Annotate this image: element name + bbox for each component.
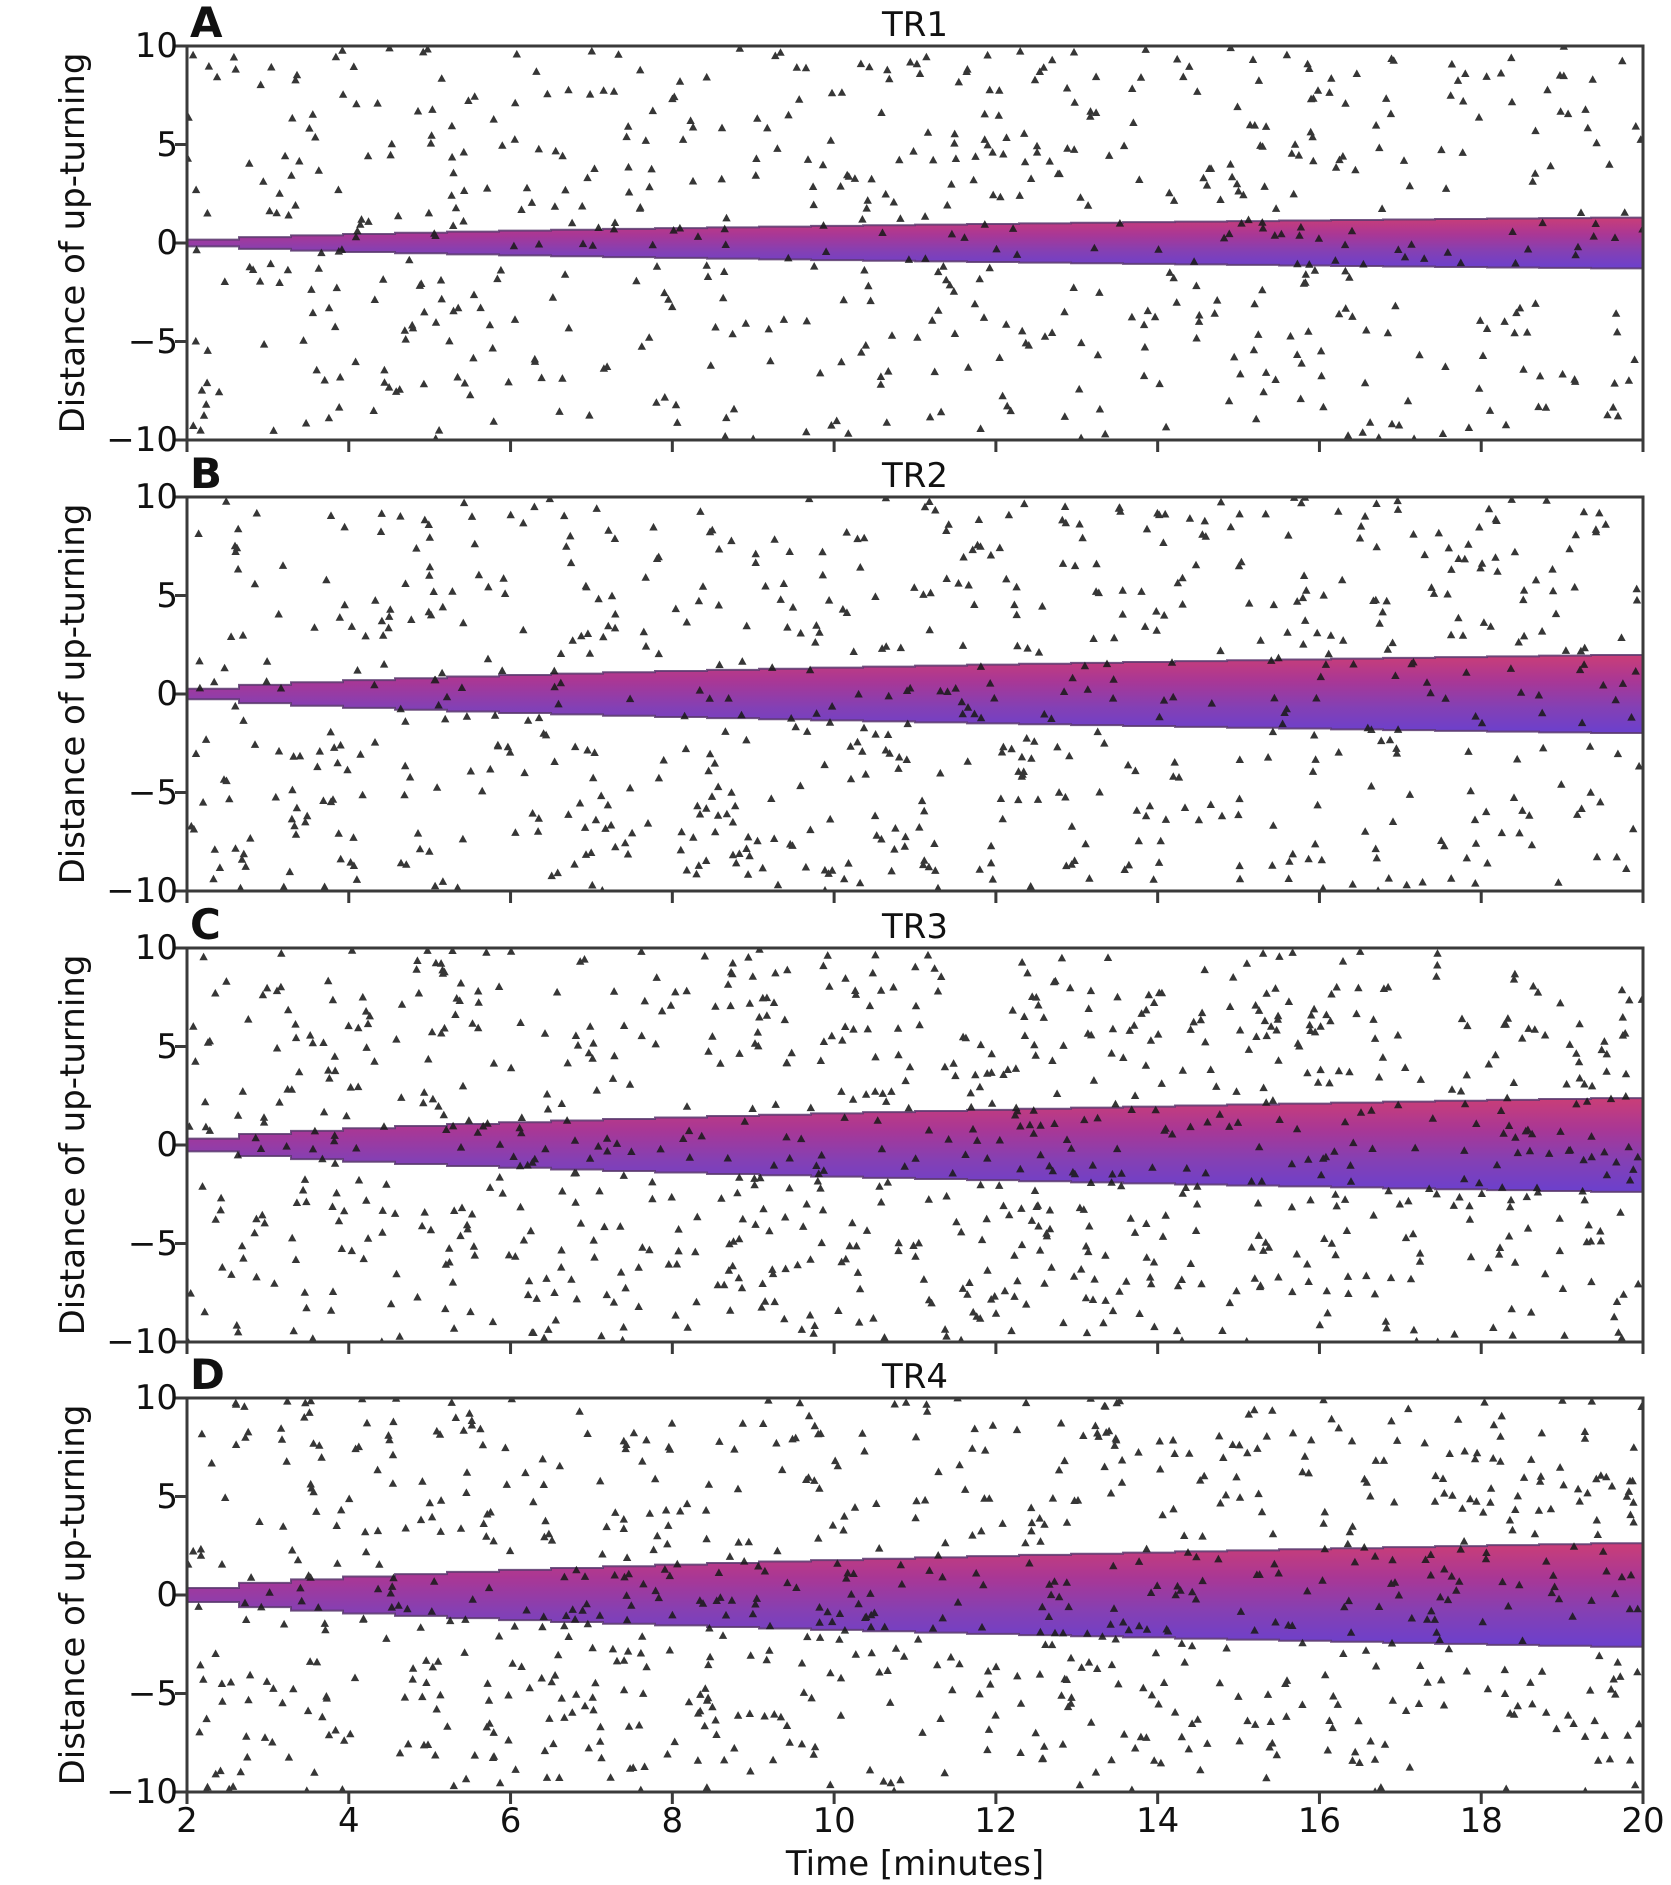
y-axis-label-c: Distance of up-turning [53, 954, 93, 1336]
x-tick-label: 16 [1297, 1801, 1342, 1841]
y-tick-label: 5 [156, 1476, 178, 1517]
y-axis-label-d: Distance of up-turning [53, 1404, 93, 1786]
x-tick-label: 8 [661, 1801, 684, 1841]
x-tick-label: 2 [176, 1801, 198, 1841]
y-tick-label: 5 [156, 1026, 178, 1067]
y-tick-label: −10 [106, 420, 178, 460]
x-tick-label: 14 [1136, 1801, 1180, 1841]
y-tick-label: −10 [106, 1772, 178, 1812]
y-tick-label: −5 [127, 321, 178, 362]
x-tick-label: 18 [1459, 1801, 1503, 1841]
y-tick-label: 0 [156, 1125, 178, 1165]
panel-c-letter: C [190, 900, 221, 949]
panel-d-letter: D [190, 1350, 225, 1399]
y-tick-label: 10 [134, 477, 178, 517]
y-tick-label: 10 [134, 928, 178, 968]
panel-a-letter: A [190, 0, 223, 47]
y-tick-label: 5 [156, 575, 178, 616]
y-tick-label: −5 [127, 1673, 178, 1714]
y-tick-label: 0 [156, 1575, 178, 1615]
x-tick-label: 10 [812, 1801, 856, 1841]
y-tick-label: −10 [106, 1322, 178, 1362]
x-tick-label: 12 [974, 1801, 1018, 1841]
y-tick-label: −10 [106, 871, 178, 911]
panel-d-title: TR4 [881, 1357, 949, 1397]
y-tick-label: 0 [156, 674, 178, 714]
y-tick-label: 10 [134, 26, 178, 66]
y-tick-label: 10 [134, 1378, 178, 1418]
panel-b-title: TR2 [881, 456, 949, 496]
x-tick-label: 20 [1621, 1801, 1665, 1841]
y-axis-label-b: Distance of up-turning [53, 503, 93, 885]
x-tick-label: 6 [499, 1801, 522, 1841]
panel-c-title: TR3 [881, 907, 949, 947]
y-tick-label: 0 [156, 223, 178, 263]
y-tick-label: −5 [127, 1223, 178, 1264]
y-axis-label-a: Distance of up-turning [53, 52, 93, 434]
panel-b-letter: B [190, 449, 223, 498]
panel-a-title: TR1 [881, 5, 949, 45]
x-axis-label: Time [minutes] [785, 1844, 1045, 1884]
y-tick-label: −5 [127, 772, 178, 813]
x-tick-label: 4 [337, 1801, 360, 1841]
y-tick-label: 5 [156, 124, 178, 165]
